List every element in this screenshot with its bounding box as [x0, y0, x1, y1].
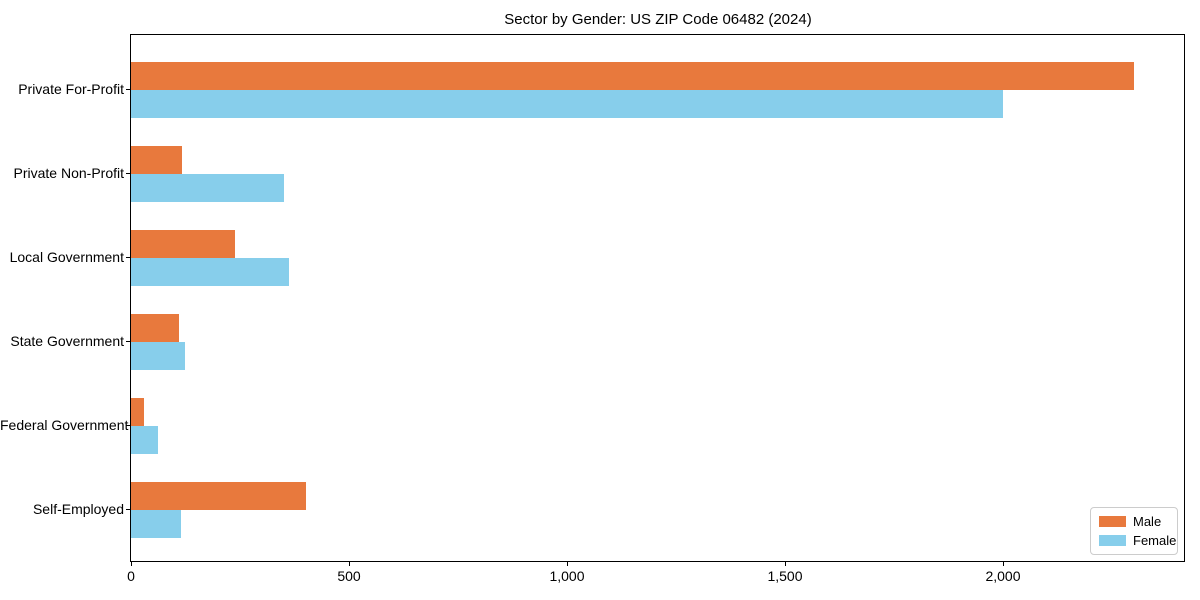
y-tick-label-state-government: State Government	[10, 333, 124, 349]
y-tick-label-self-employed: Self-Employed	[32, 501, 124, 517]
y-tick-label-private-non-profit: Private Non-Profit	[13, 165, 124, 181]
legend-item-female: Female	[1099, 534, 1176, 547]
bar-female-private-non-profit	[131, 174, 284, 202]
x-tick-mark	[785, 562, 786, 566]
legend: Male Female	[1090, 507, 1178, 555]
bar-male-state-government	[131, 314, 179, 342]
x-tick-mark	[349, 562, 350, 566]
legend-item-male: Male	[1099, 515, 1169, 528]
y-tick-mark	[126, 257, 130, 258]
bar-female-state-government	[131, 342, 185, 370]
x-tick-mark	[131, 562, 132, 566]
plot-area: Male Female	[130, 34, 1185, 562]
x-tick-label-2-000: 2,000	[985, 568, 1021, 584]
bar-female-private-for-profit	[131, 90, 1003, 118]
bar-male-self-employed	[131, 482, 306, 510]
x-tick-mark	[567, 562, 568, 566]
y-tick-mark	[126, 425, 130, 426]
legend-label-male: Male	[1133, 514, 1162, 529]
x-tick-label-0: 0	[127, 568, 135, 584]
bar-female-self-employed	[131, 510, 181, 538]
male-series-swatch	[1099, 516, 1126, 527]
bar-male-local-government	[131, 230, 235, 258]
y-tick-label-local-government: Local Government	[9, 249, 124, 265]
y-tick-label-federal-government: Federal Government	[0, 417, 129, 433]
bar-male-private-non-profit	[131, 146, 182, 174]
chart-title: Sector by Gender: US ZIP Code 06482 (202…	[504, 11, 812, 28]
x-tick-label-1-000: 1,000	[549, 568, 585, 584]
x-tick-label-500: 500	[337, 568, 361, 584]
female-series-swatch	[1099, 535, 1126, 546]
y-tick-label-private-for-profit: Private For-Profit	[18, 81, 124, 97]
x-tick-label-1-500: 1,500	[767, 568, 803, 584]
bar-female-federal-government	[131, 426, 158, 454]
bar-male-federal-government	[131, 398, 144, 426]
y-tick-mark	[126, 173, 130, 174]
x-tick-mark	[1003, 562, 1004, 566]
y-tick-mark	[126, 509, 130, 510]
legend-label-female: Female	[1133, 533, 1177, 548]
y-tick-mark	[126, 341, 130, 342]
bar-female-local-government	[131, 258, 289, 286]
y-tick-mark	[126, 89, 130, 90]
bar-male-private-for-profit	[131, 62, 1134, 90]
